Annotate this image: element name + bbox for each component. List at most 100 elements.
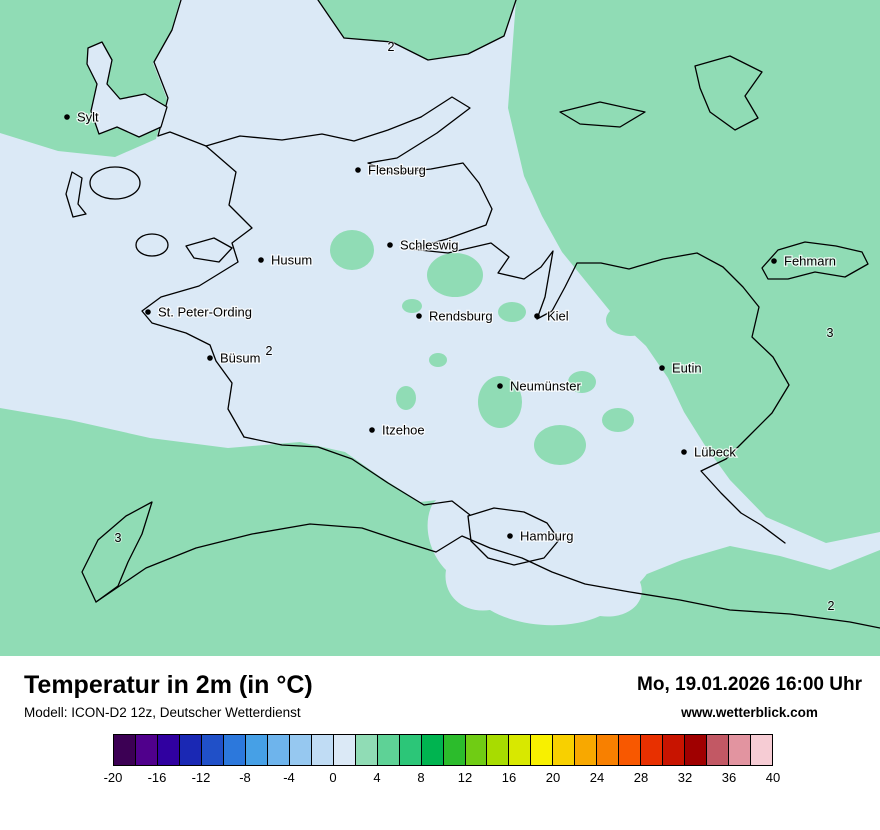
flensburg-fjord-sea-region — [318, 0, 516, 60]
city-dot — [681, 449, 687, 455]
elbe-south-bank — [95, 523, 880, 629]
city-dot — [659, 365, 665, 371]
city-label: Fehmarn — [784, 254, 836, 269]
city-marker-fehmarn: Fehmarn — [771, 252, 837, 270]
legend-segment — [531, 735, 554, 765]
city-marker-st-peter-ording: St. Peter-Ording — [145, 303, 253, 321]
island-foehr — [89, 166, 141, 200]
legend-tick-label: 32 — [677, 770, 693, 785]
city-marker-layer: Sylt Flensburg Schleswig Husum St. Peter-Ord… — [64, 108, 837, 545]
warm-patch — [602, 408, 634, 432]
legend-tick-label: 0 — [329, 770, 337, 785]
legend-tick-label: -8 — [239, 770, 251, 785]
website-url: www.wetterblick.com — [681, 705, 818, 720]
warm-patch — [498, 302, 526, 322]
legend-segment — [597, 735, 620, 765]
island-sylt — [86, 41, 168, 138]
city-label: Hamburg — [520, 529, 573, 544]
north-sea-northwest-region — [0, 0, 180, 157]
warm-patch — [396, 386, 416, 410]
weather-map: Sylt Flensburg Schleswig Husum St. Peter-Ord… — [0, 0, 880, 656]
island-fehmarn — [761, 241, 869, 280]
legend-segment — [311, 735, 334, 765]
legend-segment — [421, 735, 444, 765]
legend-segment — [465, 735, 488, 765]
city-marker-schleswig: Schleswig — [387, 236, 460, 254]
peninsula-nordstrand — [185, 237, 233, 263]
legend-segment — [333, 735, 356, 765]
legend-segment — [399, 735, 422, 765]
city-marker-eutin: Eutin — [659, 359, 703, 377]
map-canvas: Sylt Flensburg Schleswig Husum St. Peter-Ord… — [0, 0, 880, 656]
legend-segment — [553, 735, 576, 765]
legend-tick-label: 8 — [417, 770, 425, 785]
legend-tick-row: -20 -16 -12 -8 -4 0 4 8 12 16 20 24 28 32 36 40 — [104, 770, 781, 790]
city-marker-husum: Husum — [258, 251, 313, 269]
legend-segment — [487, 735, 510, 765]
map-title: Temperatur in 2m (in °C) — [24, 671, 313, 699]
flensburg-outer-coast — [317, 0, 517, 61]
warm-patch — [330, 230, 374, 270]
city-label: Büsum — [220, 351, 260, 366]
city-label: Itzehoe — [382, 423, 425, 438]
cuxhaven-peninsula-outline — [81, 501, 153, 603]
legend-colorbar — [113, 734, 773, 766]
legend-tick-label: -4 — [283, 770, 295, 785]
city-marker-hamburg: Hamburg — [507, 527, 575, 545]
legend-tick-label: 36 — [721, 770, 737, 785]
island-amrum — [65, 171, 87, 218]
legend-tick-label: -12 — [191, 770, 211, 785]
danish-island-outline — [694, 55, 763, 131]
legend-tick-label: 40 — [765, 770, 781, 785]
legend-segment — [729, 735, 752, 765]
north-frisian-islands — [65, 41, 233, 263]
baltic-coastline — [367, 96, 790, 544]
legend-segment — [223, 735, 246, 765]
warm-patch — [429, 353, 447, 367]
island-pellworm — [135, 233, 169, 257]
city-dot — [771, 258, 777, 264]
city-marker-flensburg: Flensburg — [355, 161, 427, 179]
legend-segment — [377, 735, 400, 765]
city-label: Lübeck — [694, 445, 736, 460]
warm-patch — [427, 253, 483, 297]
temperature-value-label: 2 — [388, 40, 395, 54]
model-info: Modell: ICON-D2 12z, Deutscher Wetterdie… — [24, 705, 301, 720]
danish-island-outline — [559, 101, 646, 128]
city-label: Neumünster — [510, 379, 581, 394]
warm-patch — [606, 304, 654, 336]
city-marker-rendsburg: Rendsburg — [416, 307, 494, 325]
info-header-row: Temperatur in 2m (in °C) Modell: ICON-D2… — [24, 670, 862, 720]
city-dot — [387, 242, 393, 248]
city-label: Kiel — [547, 309, 569, 324]
city-dot — [207, 355, 213, 361]
legend-segment — [685, 735, 708, 765]
temperature-value-label: 2 — [828, 599, 835, 613]
temperature-value-label: 2 — [266, 344, 273, 358]
city-label: Eutin — [672, 361, 702, 376]
elbe-north-bank — [243, 436, 471, 516]
legend-segment — [289, 735, 312, 765]
city-label: Rendsburg — [429, 309, 493, 324]
legend-segment — [509, 735, 532, 765]
city-marker-kiel: Kiel — [534, 307, 570, 325]
city-marker-sylt: Sylt — [64, 108, 100, 126]
title-block: Temperatur in 2m (in °C) Modell: ICON-D2… — [24, 670, 313, 720]
legend-tick-label: 20 — [545, 770, 561, 785]
valid-datetime: Mo, 19.01.2026 16:00 Uhr — [637, 674, 862, 695]
legend-segment — [245, 735, 268, 765]
city-label: Flensburg — [368, 163, 426, 178]
legend-tick-label: 24 — [589, 770, 605, 785]
west-coastline — [141, 145, 253, 438]
city-dot — [145, 309, 151, 315]
legend-segment — [575, 735, 598, 765]
legend-segment — [201, 735, 224, 765]
legend-segment — [443, 735, 466, 765]
legend-tick-label: -20 — [103, 770, 123, 785]
legend-tick-label: -16 — [147, 770, 167, 785]
city-label: Husum — [271, 253, 312, 268]
temperature-value-label: 3 — [115, 531, 122, 545]
temperature-value-label: 3 — [827, 326, 834, 340]
legend-segment — [114, 735, 136, 765]
city-dot — [416, 313, 422, 319]
